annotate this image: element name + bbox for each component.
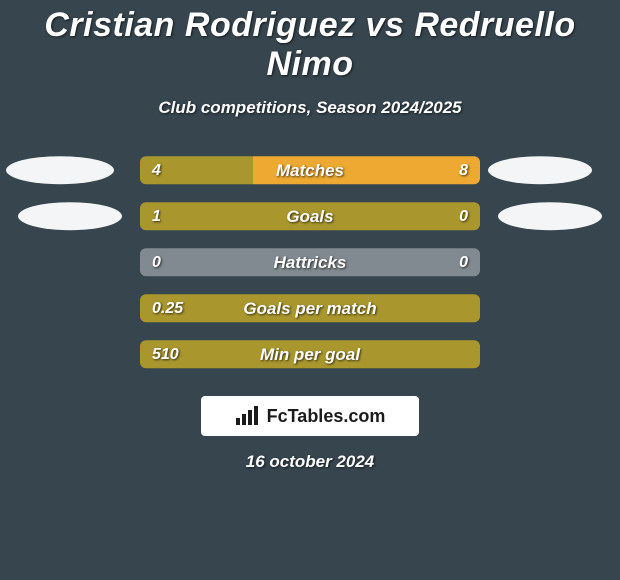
logo-box: FcTables.com (201, 396, 419, 436)
stat-value-left: 0 (152, 254, 161, 272)
stat-value-right: 0 (459, 254, 468, 272)
page-subtitle: Club competitions, Season 2024/2025 (0, 98, 620, 118)
stat-value-right: 0 (459, 208, 468, 226)
stat-label: Min per goal (260, 345, 360, 365)
logo-text: FcTables.com (267, 406, 386, 427)
page: Cristian Rodriguez vs Redruello Nimo Clu… (0, 0, 620, 580)
stat-value-right: 8 (459, 162, 468, 180)
date-text: 16 october 2024 (0, 452, 620, 472)
stat-value-left: 4 (152, 162, 161, 180)
player-left-ellipse (6, 156, 114, 184)
player-right-ellipse (498, 202, 602, 230)
stat-label: Matches (276, 161, 344, 181)
stat-row: Goals per match 0.25 (0, 288, 620, 334)
page-title: Cristian Rodriguez vs Redruello Nimo (0, 0, 620, 84)
stat-label: Hattricks (274, 253, 347, 273)
stat-value-left: 510 (152, 346, 179, 364)
stat-label: Goals (286, 207, 333, 227)
bars-icon (235, 406, 261, 426)
stat-label: Goals per match (243, 299, 376, 319)
player-right-ellipse (488, 156, 592, 184)
stat-row: Min per goal 510 (0, 334, 620, 380)
player-left-ellipse (18, 202, 122, 230)
stat-row: Goals 1 0 (0, 196, 620, 242)
stat-row: Matches 4 8 (0, 150, 620, 196)
stat-row: Hattricks 0 0 (0, 242, 620, 288)
stat-value-left: 0.25 (152, 300, 183, 318)
comparison-chart: Matches 4 8 Goals 1 0 Hattricks 0 0 Goals per mat… (0, 150, 620, 380)
stat-value-left: 1 (152, 208, 161, 226)
